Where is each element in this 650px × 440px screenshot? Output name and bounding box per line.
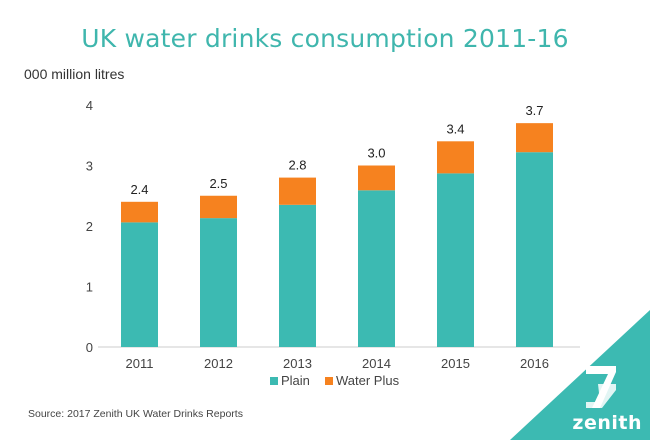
bar-water-plus-2011 [121,201,158,223]
bar-plain-2013 [279,204,316,347]
total-label: 3.7 [525,103,543,118]
y-tick-label: 3 [86,159,93,174]
y-ticks: 0 1 2 3 4 [86,98,93,355]
bar-plain-2012 [200,218,237,347]
bar-water-plus-2015 [437,141,474,174]
legend-swatch-plain [270,377,278,385]
zenith-logo-icon [586,366,616,408]
brand-corner: zenith [510,310,650,440]
total-label: 3.0 [367,146,385,161]
bar-plain-2015 [437,173,474,347]
total-label: 2.4 [130,182,148,197]
chart-title: UK water drinks consumption 2011-16 [81,24,569,53]
y-tick-label: 2 [86,219,93,234]
brand-name: zenith [572,412,642,434]
bar-water-plus-2013 [279,177,316,205]
legend-label-water-plus: Water Plus [336,373,400,388]
x-tick-label: 2014 [362,356,391,371]
y-tick-label: 1 [86,280,93,295]
total-label: 2.8 [288,158,306,173]
y-axis-label: 000 million litres [24,66,125,82]
bar-water-plus-2016 [516,123,553,153]
x-tick-label: 2013 [283,356,312,371]
bar-plain-2016 [516,152,553,347]
x-tick-label: 2011 [126,356,154,371]
total-label: 2.5 [209,176,227,191]
bar-water-plus-2014 [358,165,395,191]
y-tick-label: 4 [86,98,93,113]
bar-plain-2011 [121,222,158,347]
brand-triangle [510,310,650,440]
source-note: Source: 2017 Zenith UK Water Drinks Repo… [28,408,243,420]
y-tick-label: 0 [86,340,93,355]
total-label: 3.4 [446,121,464,136]
bar-plain-2014 [358,190,395,347]
legend-label-plain: Plain [281,373,310,388]
bar-water-plus-2012 [200,195,237,219]
x-tick-label: 2015 [441,356,470,371]
x-tick-label: 2012 [204,356,233,371]
x-tick-label: 2016 [520,356,549,371]
legend-swatch-water-plus [325,377,333,385]
bars: 2.4 2011 2.5 2012 2.8 2013 3.0 2014 3.4 2015 3.7 20… [121,103,553,371]
legend: Plain Water Plus [270,373,400,388]
